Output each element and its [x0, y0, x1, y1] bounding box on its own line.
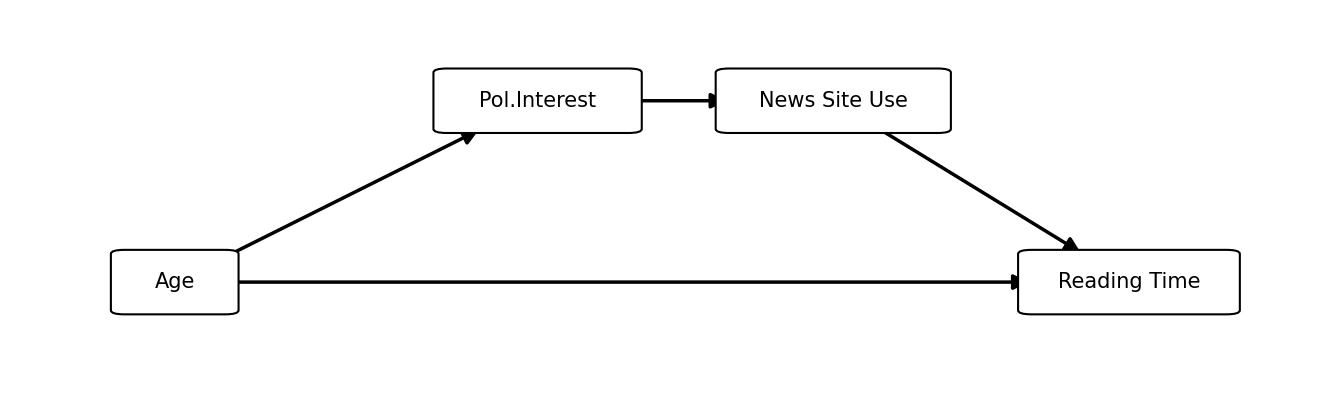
FancyBboxPatch shape: [110, 250, 239, 314]
Text: News Site Use: News Site Use: [759, 91, 907, 111]
Text: Pol.Interest: Pol.Interest: [478, 91, 597, 111]
Text: Age: Age: [155, 272, 195, 292]
FancyBboxPatch shape: [715, 69, 950, 133]
FancyBboxPatch shape: [1019, 250, 1239, 314]
Text: Reading Time: Reading Time: [1058, 272, 1200, 292]
FancyBboxPatch shape: [433, 69, 642, 133]
